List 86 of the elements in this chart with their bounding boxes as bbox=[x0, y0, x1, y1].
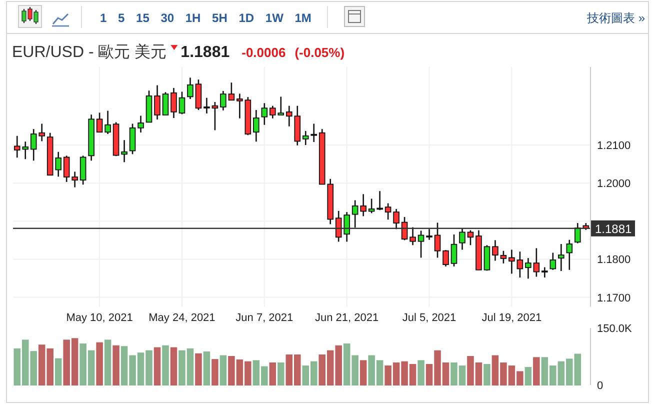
candlestick bbox=[533, 248, 540, 278]
candlestick bbox=[170, 87, 177, 119]
candlestick bbox=[138, 115, 144, 134]
bar bbox=[162, 345, 169, 386]
candlestick bbox=[55, 151, 62, 178]
candlestick bbox=[228, 82, 235, 101]
candlestick bbox=[467, 230, 474, 246]
candlestick bbox=[516, 250, 524, 278]
candlestick bbox=[335, 210, 342, 242]
y-tick-label: 0 bbox=[597, 380, 604, 392]
candlestick bbox=[525, 257, 532, 280]
y-tick-label: 1.2000 bbox=[597, 178, 631, 190]
candlestick bbox=[558, 243, 564, 272]
candlestick bbox=[500, 250, 507, 264]
candlestick bbox=[212, 101, 218, 131]
candlestick bbox=[204, 97, 210, 114]
candlestick bbox=[80, 155, 86, 186]
bar bbox=[203, 351, 210, 386]
bar bbox=[484, 364, 490, 386]
candlestick bbox=[384, 202, 392, 220]
candlestick bbox=[484, 244, 490, 272]
text: (-0.05%) bbox=[294, 45, 345, 60]
candlestick bbox=[121, 139, 128, 163]
bar bbox=[54, 358, 62, 386]
bar bbox=[278, 362, 284, 386]
candlestick bbox=[426, 228, 432, 240]
candlestick bbox=[104, 110, 111, 135]
candlestick bbox=[178, 91, 186, 115]
bar bbox=[212, 359, 218, 386]
y-tick-label: 1.1700 bbox=[597, 292, 631, 304]
x-tick-label: Jun 7, 2021 bbox=[236, 312, 294, 324]
candlestick bbox=[410, 226, 416, 246]
candlestick bbox=[344, 211, 350, 242]
candlestick bbox=[508, 249, 515, 274]
bar bbox=[104, 340, 112, 386]
candlestick bbox=[450, 234, 458, 268]
bar bbox=[220, 355, 227, 386]
candlestick bbox=[261, 102, 268, 126]
candlestick bbox=[442, 249, 449, 268]
x-tick-label: Jun 21, 2021 bbox=[315, 312, 379, 324]
bar bbox=[154, 347, 161, 386]
candlestick bbox=[154, 84, 160, 120]
candlestick bbox=[162, 91, 169, 116]
text: -0.0006 bbox=[242, 45, 286, 60]
candlestick bbox=[187, 77, 194, 100]
candlestick bbox=[96, 112, 103, 133]
candlestick bbox=[459, 227, 466, 250]
y-tick-label: 150.0K bbox=[597, 323, 633, 335]
candlestick bbox=[368, 198, 375, 214]
candlestick bbox=[566, 239, 573, 271]
candlestick bbox=[418, 230, 424, 258]
candlestick bbox=[401, 216, 408, 241]
candlestick bbox=[550, 252, 556, 271]
text: 技術圖表 » bbox=[586, 11, 646, 25]
y-tick-label: 1.2100 bbox=[597, 140, 631, 152]
candlestick bbox=[492, 240, 498, 262]
text: 1 5 15 30 1H 5H 1D 1W 1M bbox=[100, 11, 312, 25]
bar bbox=[418, 360, 424, 386]
chart-title: EUR/USD - 歐元 美元 bbox=[12, 43, 167, 61]
ref-line-label: 1.1881 bbox=[595, 222, 632, 236]
x-tick-label: May 24, 2021 bbox=[148, 312, 216, 324]
candlestick bbox=[129, 123, 136, 155]
bar bbox=[96, 342, 103, 386]
candlestick bbox=[360, 193, 366, 217]
candlestick bbox=[220, 90, 226, 112]
y-tick-label: 1.1800 bbox=[597, 254, 631, 266]
text: 1.1881 bbox=[180, 44, 230, 61]
candlestick bbox=[63, 155, 70, 183]
candlestick bbox=[393, 208, 400, 230]
candlestick bbox=[72, 171, 78, 188]
candlestick bbox=[542, 266, 548, 278]
bar bbox=[533, 357, 540, 386]
candlestick bbox=[253, 109, 260, 142]
candlestick bbox=[352, 200, 358, 228]
candlestick bbox=[195, 78, 202, 111]
candlestick bbox=[434, 222, 441, 258]
x-tick-label: Jul 19, 2021 bbox=[482, 312, 542, 324]
bar bbox=[195, 353, 202, 386]
bar bbox=[269, 362, 276, 386]
x-tick-label: Jul 5, 2021 bbox=[402, 312, 456, 324]
bar bbox=[112, 345, 120, 386]
x-tick-label: May 10, 2021 bbox=[66, 312, 133, 324]
bar bbox=[360, 360, 367, 386]
bar bbox=[170, 347, 178, 386]
candlestick bbox=[236, 92, 243, 120]
bar bbox=[524, 367, 532, 386]
